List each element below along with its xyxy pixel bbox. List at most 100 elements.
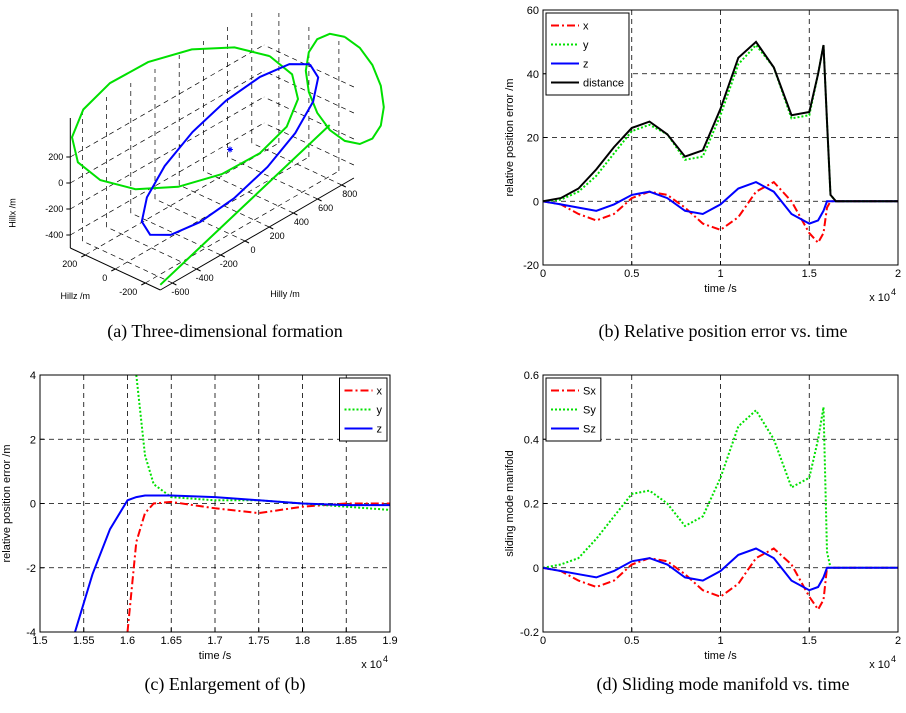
- x-tick-label: 1.5: [802, 268, 817, 280]
- x-axis-label: Hilly /m: [270, 289, 300, 299]
- tick-mark: [81, 254, 86, 258]
- z-tick-label: 0: [58, 178, 63, 188]
- x-tick-label: 1.9: [382, 635, 397, 647]
- legend: xyz distance: [545, 12, 630, 96]
- legend-label: Sx: [583, 386, 596, 398]
- y-tick-label: 0.6: [524, 370, 539, 382]
- x-tick-label: 1.5: [802, 635, 817, 647]
- y-tick-label: 0.4: [524, 434, 539, 446]
- tick-mark: [293, 212, 298, 216]
- tick-mark: [341, 184, 347, 188]
- x-axis-label: time /s: [704, 283, 737, 295]
- x-tick-label: 800: [342, 189, 357, 199]
- grid-line: [85, 142, 280, 256]
- x-tick-label: 1.65: [161, 635, 182, 647]
- caption: (b) Relative position error vs. time: [599, 321, 848, 342]
- x-tick-label: 0: [540, 635, 546, 647]
- z-tick-label: -200: [45, 204, 63, 214]
- y-tick-label: -0.2: [520, 627, 539, 639]
- grid-line: [106, 226, 197, 270]
- y-tick-label: 200: [62, 259, 77, 269]
- series-line: [140, 63, 320, 236]
- x-multiplier: x 10: [869, 292, 890, 304]
- x-tick-label: 1: [717, 268, 723, 280]
- x-tick-label: -400: [196, 273, 214, 283]
- caption: (a) Three-dimensional formation: [107, 321, 343, 342]
- x-multiplier-exponent: 4: [891, 287, 896, 297]
- tick-mark: [196, 268, 201, 272]
- x-tick-label: 1.85: [336, 635, 357, 647]
- x-tick-label: 1.75: [248, 635, 269, 647]
- x-axis-label: time /s: [199, 650, 232, 662]
- x-tick-label: 1.55: [73, 635, 94, 647]
- grid-line: [70, 44, 265, 158]
- legend-label: y: [583, 40, 589, 52]
- x-tick-label: 1.6: [120, 635, 135, 647]
- x-tick-label: 1.5: [32, 635, 47, 647]
- y-tick-label: -2: [26, 563, 36, 575]
- tick-mark: [317, 198, 322, 202]
- y-tick-label: 2: [30, 434, 36, 446]
- x-tick-label: 0.5: [624, 268, 639, 280]
- x-tick-label: 400: [294, 217, 309, 227]
- series-line: [70, 46, 300, 191]
- series-line: [543, 40, 898, 203]
- x-tick-label: 2: [895, 268, 901, 280]
- legend-box: [545, 12, 630, 96]
- y-axis-label: relative position error /m: [1, 445, 13, 563]
- grid-line: [263, 96, 355, 140]
- x-tick-label: 0: [540, 268, 546, 280]
- legend-label: x: [377, 386, 383, 398]
- point-marker: [227, 146, 233, 153]
- x-tick-label: 600: [318, 203, 333, 213]
- z-tick-label: -400: [45, 230, 63, 240]
- x-tick-label: -600: [171, 287, 189, 297]
- legend-label: Sy: [583, 405, 596, 417]
- x-multiplier-exponent: 4: [891, 654, 896, 664]
- caption: (c) Enlargement of (b): [144, 674, 305, 695]
- x-multiplier: x 10: [869, 659, 890, 671]
- x-tick-label: 2: [895, 635, 901, 647]
- y-tick-label: 20: [527, 133, 539, 145]
- legend-label: z: [583, 59, 589, 71]
- x-tick-label: 0: [250, 245, 255, 255]
- grid-line: [263, 44, 355, 88]
- y-axis-label: sliding mode manifold: [504, 450, 516, 556]
- z-axis-label: Hillx /m: [7, 198, 17, 228]
- y-axis-label: Hillz /m: [61, 291, 91, 301]
- y-tick-label: 0: [533, 563, 539, 575]
- y-axis-label: relative position error /m: [504, 79, 516, 197]
- tick-mark: [172, 282, 177, 286]
- x-tick-label: 0.5: [624, 635, 639, 647]
- axes-frame: [542, 9, 899, 266]
- caption: (d) Sliding mode manifold vs. time: [597, 674, 850, 695]
- grid-line: [154, 198, 246, 242]
- series-line: [159, 124, 331, 286]
- legend-label: x: [583, 21, 589, 33]
- grid-line: [70, 70, 265, 184]
- legend-label: y: [377, 405, 383, 417]
- y-tick-label: 0: [30, 499, 36, 511]
- legend-label: z: [377, 424, 383, 436]
- y-tick-label: -20: [523, 260, 539, 272]
- x-axis-label: time /s: [704, 650, 737, 662]
- tick-mark: [244, 240, 250, 244]
- y-tick-label: 60: [527, 5, 539, 17]
- tick-mark: [111, 268, 116, 272]
- axes-frame: [542, 374, 899, 633]
- series-line: [543, 180, 898, 245]
- legend-label: Sz: [583, 424, 596, 436]
- axis-line: [160, 177, 355, 291]
- grid-line: [70, 122, 265, 236]
- series-line: [304, 32, 385, 146]
- y-tick-label: 0.2: [524, 499, 539, 511]
- x-multiplier: x 10: [361, 659, 382, 671]
- series-line: [543, 547, 898, 592]
- x-tick-label: 200: [270, 231, 285, 241]
- y-tick-label: 4: [30, 370, 36, 382]
- series-line: [74, 494, 390, 632]
- x-multiplier-exponent: 4: [383, 654, 388, 664]
- grid-line: [145, 170, 340, 284]
